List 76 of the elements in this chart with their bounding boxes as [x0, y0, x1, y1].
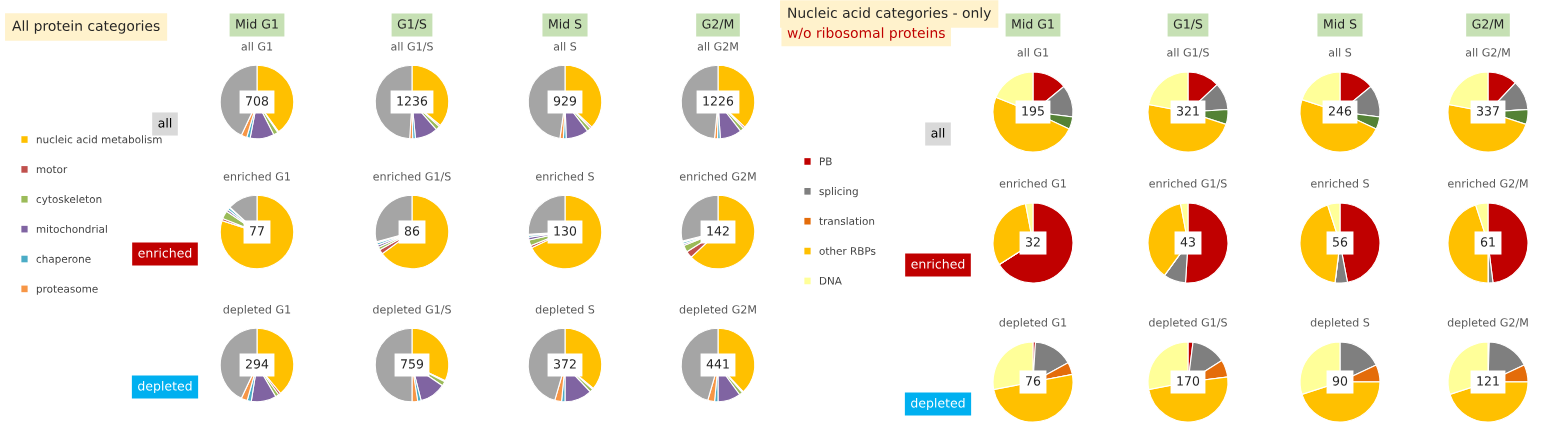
chart-title: depleted G1: [223, 305, 291, 316]
chart-title: enriched G1: [223, 172, 290, 181]
text: 321: [1177, 106, 1199, 116]
text: 441: [706, 359, 729, 369]
text: 708: [246, 96, 269, 106]
text: Mid G1: [1012, 18, 1054, 29]
text: enriched: [138, 247, 192, 258]
chart-title: depleted G2M: [679, 305, 756, 316]
text: 759: [401, 359, 424, 369]
legend-label: proteasome: [36, 285, 98, 295]
chart-title: depleted S: [535, 305, 595, 316]
chart-title: enriched G1/S: [1149, 179, 1227, 189]
text: 90: [1332, 376, 1348, 386]
legend-label: splicing: [819, 187, 858, 198]
text: 929: [553, 96, 577, 106]
chart-title: enriched G2/M: [1448, 179, 1528, 189]
text: 32: [1026, 237, 1040, 247]
legend-label: nucleic acid metabolism: [36, 135, 162, 144]
text: 246: [1328, 106, 1352, 116]
text: depleted: [911, 397, 965, 411]
chart-title: enriched S: [1311, 179, 1369, 188]
text: 294: [245, 359, 269, 369]
text: 76: [1026, 376, 1041, 386]
text: depleted: [138, 380, 192, 394]
legend-label: DNA: [819, 277, 842, 285]
legend-label: translation: [819, 216, 875, 226]
chart-title: depleted G1/S: [373, 305, 451, 316]
text: 61: [1480, 237, 1495, 247]
chart-title: all G2/M: [1465, 48, 1510, 58]
chart-title: enriched G1/S: [373, 172, 451, 182]
text: Mid G1: [236, 18, 278, 29]
chart-title: depleted G1/S: [1149, 318, 1227, 329]
text: 1226: [703, 96, 734, 106]
text: enriched: [911, 258, 965, 269]
chart-title: all G1: [1017, 48, 1049, 57]
chart-title: depleted S: [1310, 318, 1370, 329]
text: G2/M: [702, 19, 734, 30]
chart-title: enriched G2M: [679, 172, 756, 181]
legend-label: motor: [36, 165, 68, 174]
chart-title: enriched S: [536, 172, 594, 181]
text: 372: [554, 359, 576, 369]
chart-title: depleted G2/M: [1447, 318, 1528, 329]
text: 1236: [397, 96, 428, 106]
text: all: [931, 127, 945, 138]
legend-label: PB: [819, 157, 832, 166]
text: 142: [707, 226, 729, 236]
text: Mid S: [1324, 18, 1357, 29]
text: G1/S: [1173, 19, 1203, 30]
chart-title: all G2M: [697, 42, 738, 51]
chart-title: all S: [1328, 48, 1352, 57]
text: 337: [1477, 106, 1499, 116]
chart-title: all G1: [241, 42, 273, 51]
text: Nucleic acid categories - only: [788, 7, 991, 21]
chart-title: depleted G1: [999, 318, 1067, 329]
text: 86: [404, 226, 420, 236]
text: G1/S: [397, 19, 427, 30]
legend-label: mitochondrial: [36, 224, 107, 233]
chart-title: all S: [553, 42, 577, 51]
legend-label: cytoskeleton: [36, 195, 102, 206]
text: all: [158, 117, 172, 128]
text: 130: [554, 226, 577, 236]
text: Mid S: [549, 18, 582, 29]
text: 195: [1022, 106, 1044, 116]
chart-title: all G1/S: [1167, 48, 1209, 58]
chart-title: all G1/S: [391, 42, 433, 52]
text: 56: [1333, 237, 1348, 247]
text: G2/M: [1472, 19, 1504, 30]
text: w/o ribosomal proteins: [787, 27, 945, 41]
text: 170: [1177, 376, 1200, 386]
text: 43: [1180, 237, 1195, 247]
text: 77: [250, 226, 264, 236]
text: All protein categories: [12, 20, 160, 34]
legend-label: chaperone: [36, 254, 91, 265]
text: 121: [1477, 376, 1499, 386]
chart-title: enriched G1: [999, 179, 1066, 188]
legend-label: other RBPs: [819, 246, 876, 255]
